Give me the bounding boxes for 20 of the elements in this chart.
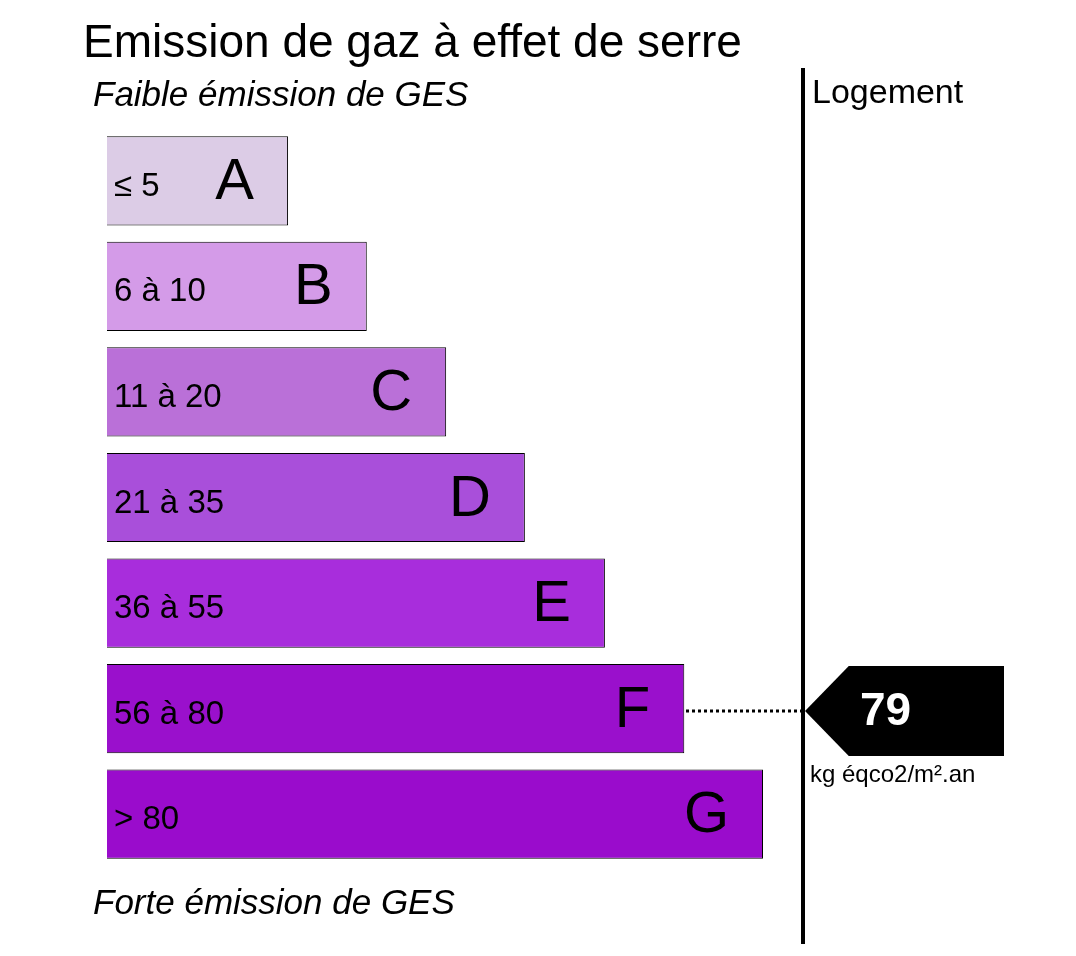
y-tick-label: > 80 xyxy=(114,799,180,837)
y-tick-label: 56 à 80 xyxy=(114,693,225,731)
y-tick-label: 36 à 55 xyxy=(114,588,225,626)
chart-subtitle: Faible émission de GES xyxy=(93,74,469,113)
y-tick-label: 21 à 35 xyxy=(114,482,225,520)
y-tick-label: ≤ 5 xyxy=(114,165,160,203)
text: 79 xyxy=(860,683,912,735)
y-tick-label: 6 à 10 xyxy=(114,271,206,309)
text: Logement xyxy=(812,72,964,110)
text: kg éqco2/m².an xyxy=(810,760,976,787)
annotation: A xyxy=(215,145,255,211)
annotation: B xyxy=(294,251,333,317)
annotation: G xyxy=(683,779,729,845)
annotation: E xyxy=(532,568,571,634)
chart-title: Emission de gaz à effet de serre xyxy=(83,15,742,67)
text: Forte émission de GES xyxy=(93,882,455,921)
annotation: C xyxy=(370,356,413,422)
y-tick-label: 11 à 20 xyxy=(114,377,222,415)
annotation: D xyxy=(448,462,491,528)
annotation: F xyxy=(614,673,651,739)
